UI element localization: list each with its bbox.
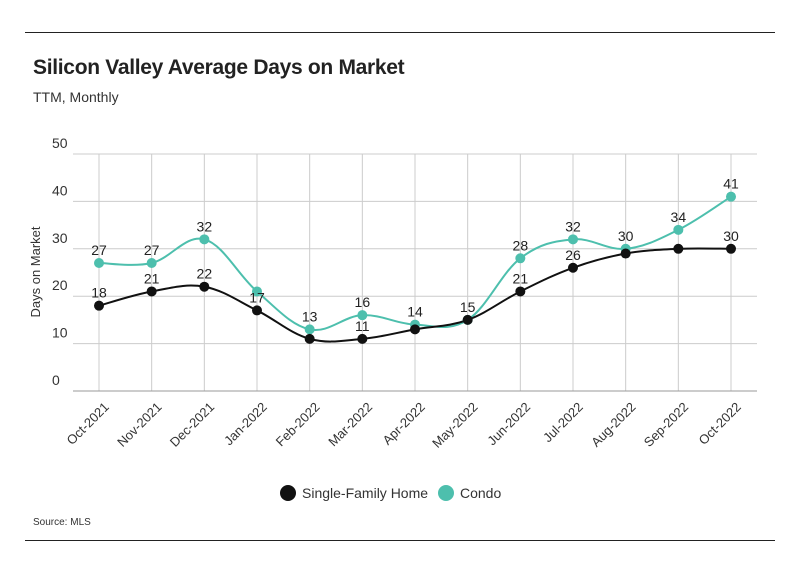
data-label-single-family: 21 [513, 270, 529, 286]
data-label-condo: 13 [302, 308, 318, 324]
data-label-condo: 27 [91, 242, 107, 258]
y-tick-label: 0 [52, 372, 60, 388]
legend: Single-Family Home Condo [280, 485, 501, 501]
data-point-condo [146, 258, 157, 269]
x-tick-label: Aug-2022 [588, 399, 638, 449]
data-label-condo: 41 [723, 176, 739, 192]
data-label-condo: 28 [513, 237, 529, 253]
data-label-single-family: 22 [197, 266, 213, 282]
data-point-single-family [620, 248, 631, 259]
data-point-condo [94, 258, 104, 269]
x-tick-label: Jul-2022 [540, 399, 586, 445]
data-point-condo [568, 234, 578, 245]
data-point-single-family [673, 243, 684, 254]
data-label-condo: 27 [144, 242, 160, 258]
data-label-single-family: 26 [565, 247, 581, 263]
data-point-single-family [357, 333, 368, 344]
data-label-single-family: 30 [723, 228, 739, 244]
chart-subtitle: TTM, Monthly [33, 89, 119, 105]
data-point-single-family [252, 305, 262, 316]
data-point-single-family [462, 314, 473, 325]
data-point-single-family [94, 300, 104, 311]
data-labels: 27 27 32 13 16 14 28 32 30 34 41 18 21 22 17 11 15 21 26 30 [91, 176, 739, 334]
data-point-single-family [304, 333, 315, 344]
data-label-single-family: 11 [355, 318, 370, 334]
data-label-single-family: 18 [91, 285, 107, 301]
y-tick-label: 20 [52, 277, 68, 293]
y-axis-ticks: 0 10 20 30 40 50 [52, 135, 68, 388]
data-point-single-family [410, 324, 420, 335]
x-tick-label: Apr-2022 [379, 399, 427, 447]
x-tick-label: Mar-2022 [325, 399, 375, 449]
data-point-condo [357, 310, 368, 321]
chart-title: Silicon Valley Average Days on Market [33, 56, 405, 79]
legend-marker-single-family [280, 485, 296, 501]
x-tick-label: Oct-2021 [63, 399, 111, 447]
y-tick-label: 50 [52, 135, 68, 151]
data-point-single-family [146, 286, 157, 297]
data-point-condo [199, 234, 210, 245]
top-rule [25, 32, 775, 33]
data-label-condo: 14 [407, 304, 423, 320]
x-tick-label: May-2022 [429, 399, 480, 450]
x-tick-label: Feb-2022 [273, 399, 323, 449]
data-point-condo [515, 253, 526, 264]
bottom-rule [25, 540, 775, 541]
x-tick-label: Sep-2022 [641, 399, 691, 449]
data-label-single-family: 17 [249, 289, 265, 305]
y-axis-label: Days on Market [28, 226, 43, 317]
data-point-condo [304, 324, 315, 335]
y-tick-label: 10 [52, 325, 68, 341]
data-point-single-family [515, 286, 526, 297]
data-point-single-family [726, 243, 736, 254]
data-label-single-family: 21 [144, 270, 160, 286]
x-tick-label: Nov-2021 [114, 399, 164, 449]
data-point-condo [252, 286, 262, 297]
x-tick-label: Jan-2022 [221, 399, 270, 448]
x-axis-ticks: Oct-2021 Nov-2021 Dec-2021 Jan-2022 Feb-2022… [63, 399, 743, 450]
data-label-condo: 16 [355, 294, 371, 310]
series-points [94, 191, 736, 344]
data-label-condo: 30 [618, 228, 634, 244]
grid [73, 153, 757, 392]
legend-marker-condo [438, 485, 454, 501]
source-note: Source: MLS [33, 517, 91, 528]
data-point-single-family [199, 281, 210, 292]
x-tick-label: Jun-2022 [484, 399, 533, 448]
data-point-condo [673, 224, 684, 235]
data-label-condo: 34 [671, 209, 687, 225]
data-label-condo: 32 [197, 218, 213, 234]
data-point-single-family [568, 262, 578, 273]
data-point-condo [726, 191, 736, 202]
data-label-single-family: 15 [460, 299, 476, 315]
x-tick-label: Oct-2022 [695, 399, 743, 447]
data-label-condo: 32 [565, 218, 581, 234]
y-tick-label: 40 [52, 182, 68, 198]
x-tick-label: Dec-2021 [167, 399, 217, 449]
legend-label-single-family: Single-Family Home [302, 485, 428, 501]
y-tick-label: 30 [52, 230, 68, 246]
legend-label-condo: Condo [460, 485, 501, 501]
